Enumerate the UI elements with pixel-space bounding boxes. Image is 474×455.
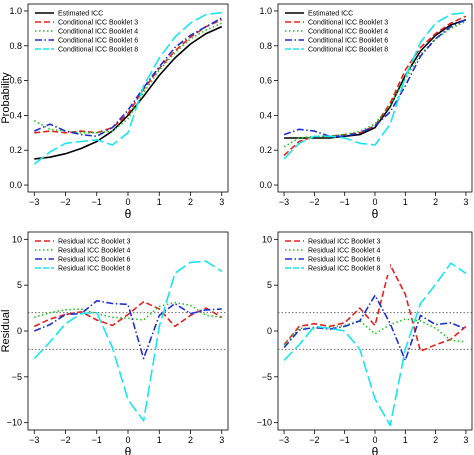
top-left-y-axis-label: Probability <box>0 72 12 124</box>
top-left-series-estimated-icc <box>34 25 223 160</box>
top-left-y-tick-label: 0.0 <box>9 180 22 190</box>
bottom-left-x-tick-label: 1 <box>157 435 162 445</box>
bottom-left-y-tick-label: −10 <box>7 418 22 428</box>
bottom-left-y-tick-label: 10 <box>12 234 22 244</box>
top-left-y-tick-label: 1.0 <box>9 6 22 16</box>
bottom-left-y-tick-label: 0 <box>17 326 22 336</box>
top-right-legend-box <box>282 7 390 56</box>
bottom-left-x-tick-label: 0 <box>125 435 130 445</box>
top-left-legend-label: Conditional ICC Booklet 4 <box>58 29 138 36</box>
top-right-y-tick-label: 0.6 <box>259 76 272 86</box>
bottom-left-x-axis-label: θ <box>125 445 132 455</box>
top-left-x-tick-label: 3 <box>219 197 224 207</box>
bottom-right-legend-label: Residual ICC Booklet 8 <box>308 266 380 273</box>
bottom-right-x-axis-label: θ <box>372 445 379 455</box>
bottom-left-series-residual-icc-booklet-8 <box>33 260 223 422</box>
top-right-x-tick-label: −1 <box>340 197 350 207</box>
bottom-left-series-residual-icc-booklet-3 <box>33 300 223 328</box>
bottom-left-x-tick-label: 2 <box>188 435 193 445</box>
bottom-right-x-tick-label: −1 <box>340 435 350 445</box>
top-left-legend-label: Conditional ICC Booklet 8 <box>58 47 138 54</box>
top-right-x-tick-label: 1 <box>403 197 408 207</box>
top-left-series-conditional-icc-booklet-6 <box>33 17 223 138</box>
top-right-x-tick-label: 0 <box>372 197 377 207</box>
top-right-series-conditional-icc-booklet-6 <box>283 18 467 138</box>
top-left-x-axis-label: θ <box>125 207 132 221</box>
bottom-right-series-residual-icc-booklet-3 <box>283 264 467 353</box>
top-left-series-conditional-icc-booklet-8 <box>33 11 222 165</box>
top-left-legend-label: Conditional ICC Booklet 3 <box>58 20 138 27</box>
top-left-x-tick-label: 1 <box>157 197 162 207</box>
bottom-left-series-residual-icc-booklet-6 <box>33 299 222 360</box>
bottom-left-x-tick-label: −1 <box>92 435 102 445</box>
top-left-y-tick-label: 0.2 <box>9 145 22 155</box>
bottom-right-x-tick-label: −2 <box>309 435 319 445</box>
panel-top-left: −3 −2 −1 0 1 2 3 0.0 0.2 0.4 0.6 0.8 1.0 θ Probability… <box>0 3 229 221</box>
top-right-x-tick-label: 3 <box>463 197 468 207</box>
top-left-x-tick-label: −1 <box>92 197 102 207</box>
bottom-right-y-tick-label: −10 <box>257 418 272 428</box>
bottom-left-x-tick-label: 3 <box>219 435 224 445</box>
bottom-right-x-tick-label: 3 <box>463 435 468 445</box>
bottom-left-x-tick-label: −2 <box>60 435 70 445</box>
top-right-series-estimated-icc <box>284 18 467 139</box>
bottom-left-legend-label: Residual ICC Booklet 3 <box>58 239 130 246</box>
top-right-x-axis-label: θ <box>372 207 379 221</box>
top-right-legend-label: Estimated ICC <box>308 11 353 18</box>
top-right-y-tick-label: 0.0 <box>259 180 272 190</box>
bottom-right-legend-label: Residual ICC Booklet 3 <box>308 239 380 246</box>
bottom-left-y-axis-label: Residual <box>0 310 12 353</box>
bottom-right-series-residual-icc-booklet-8 <box>283 262 467 427</box>
top-left-legend-label: Conditional ICC Booklet 6 <box>58 38 138 45</box>
top-left-legend-box <box>32 7 140 56</box>
top-right-y-tick-label: 1.0 <box>259 6 272 16</box>
bottom-right-y-tick-label: 0 <box>267 326 272 336</box>
bottom-left-legend-label: Residual ICC Booklet 6 <box>58 257 130 264</box>
bottom-right-y-tick-label: 10 <box>262 234 272 244</box>
top-left-x-tick-label: −3 <box>29 197 39 207</box>
top-right-x-tick-label: 2 <box>433 197 438 207</box>
top-right-x-tick-label: −3 <box>279 197 289 207</box>
bottom-left-x-tick-label: −3 <box>29 435 39 445</box>
bottom-right-legend-label: Residual ICC Booklet 6 <box>308 257 380 264</box>
top-right-series-conditional-icc-booklet-8 <box>283 11 466 160</box>
top-left-legend-label: Estimated ICC <box>58 11 103 18</box>
bottom-right-x-tick-label: −3 <box>279 435 289 445</box>
top-left-y-tick-label: 0.8 <box>9 41 22 51</box>
top-left-series-conditional-icc-booklet-4 <box>33 22 223 134</box>
bottom-left-y-tick-label: 5 <box>17 280 22 290</box>
top-left-x-tick-label: 2 <box>188 197 193 207</box>
bottom-left-y-tick-label: −5 <box>12 372 22 382</box>
panel-top-right: −3 −2 −1 0 1 2 3 0.0 0.2 0.4 0.6 0.8 1.0 θ Estimated I… <box>259 3 473 221</box>
bottom-left-series-residual-icc-booklet-4 <box>34 301 222 321</box>
top-left-y-tick-label: 0.4 <box>9 110 22 120</box>
top-right-y-tick-label: 0.2 <box>259 145 272 155</box>
top-left-series-conditional-icc-booklet-3 <box>34 18 223 134</box>
top-right-legend-label: Conditional ICC Booklet 8 <box>308 47 388 54</box>
top-right-y-tick-label: 0.4 <box>259 110 272 120</box>
bottom-left-legend-label: Residual ICC Booklet 8 <box>58 266 130 273</box>
bottom-right-y-tick-label: −5 <box>262 372 272 382</box>
bottom-right-series-residual-icc-booklet-4 <box>283 318 466 346</box>
top-left-x-tick-label: −2 <box>60 197 70 207</box>
bottom-right-legend-label: Residual ICC Booklet 4 <box>308 248 380 255</box>
top-right-x-tick-label: −2 <box>309 197 319 207</box>
top-right-y-tick-label: 0.8 <box>259 41 272 51</box>
top-right-legend-label: Conditional ICC Booklet 3 <box>308 20 388 27</box>
bottom-right-x-tick-label: 0 <box>372 435 377 445</box>
top-right-legend-label: Conditional ICC Booklet 6 <box>308 38 388 45</box>
top-right-legend-label: Conditional ICC Booklet 4 <box>308 29 388 36</box>
bottom-right-x-tick-label: 2 <box>433 435 438 445</box>
bottom-left-legend-label: Residual ICC Booklet 4 <box>58 248 130 255</box>
bottom-right-x-tick-label: 1 <box>403 435 408 445</box>
top-left-x-tick-label: 0 <box>125 197 130 207</box>
bottom-right-series-residual-icc-booklet-6 <box>283 294 467 362</box>
bottom-right-y-tick-label: 5 <box>267 280 272 290</box>
top-left-y-tick-label: 0.6 <box>9 76 22 86</box>
